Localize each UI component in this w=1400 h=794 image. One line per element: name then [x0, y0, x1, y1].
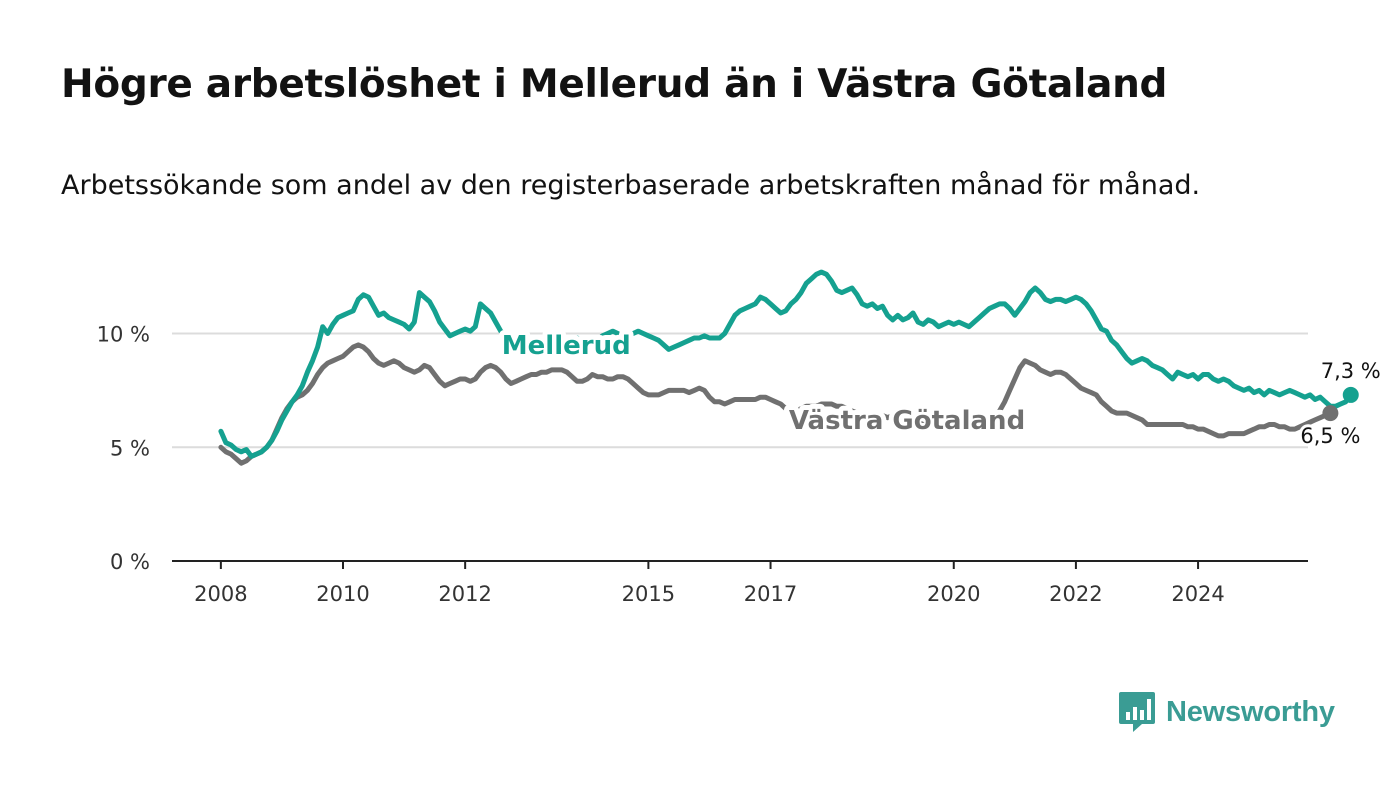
series-label-vastra-gotaland: Västra Götaland [789, 406, 1025, 436]
x-tick-label: 2024 [1171, 582, 1224, 606]
y-tick-label: 0 % [110, 550, 150, 574]
y-tick-label: 10 % [97, 323, 150, 347]
x-tick-label: 2010 [316, 582, 369, 606]
series-lines [218, 269, 1354, 466]
chart-subtitle: Arbetssökande som andel av den registerb… [61, 170, 1201, 201]
y-axis: 0 % 5 % 10 % [97, 323, 150, 575]
grid-lines [172, 332, 1308, 449]
x-tick-label: 2017 [744, 582, 797, 606]
series-line-mellerud [218, 269, 1354, 459]
end-dot-vastra-gotaland [1322, 405, 1339, 422]
series-labels: Mellerud Västra Götaland 7,3 % 6,5 % [497, 326, 1384, 451]
x-tick-label: 2022 [1049, 582, 1102, 606]
y-tick-label: 5 % [110, 436, 150, 460]
series-label-mellerud: Mellerud [502, 331, 631, 361]
end-label-vastra-gotaland: 6,5 % [1300, 424, 1360, 448]
brand-name: Newsworthy [1166, 695, 1335, 728]
x-axis: 2008 2010 2012 2015 2017 2020 2022 2024 [172, 560, 1308, 606]
x-tick-label: 2020 [927, 582, 980, 606]
chart-title: Högre arbetslöshet i Mellerud än i Västr… [61, 62, 1168, 107]
end-label-mellerud: 7,3 % [1321, 359, 1381, 383]
end-dot-mellerud [1342, 386, 1359, 403]
x-tick-label: 2008 [194, 582, 247, 606]
newsworthy-logo: Newsworthy [1118, 690, 1335, 734]
chart-speech-bubble-icon [1119, 692, 1155, 732]
x-tick-label: 2012 [438, 582, 491, 606]
x-tick-label: 2015 [622, 582, 675, 606]
series-line-vastra-gotaland [218, 342, 1333, 466]
